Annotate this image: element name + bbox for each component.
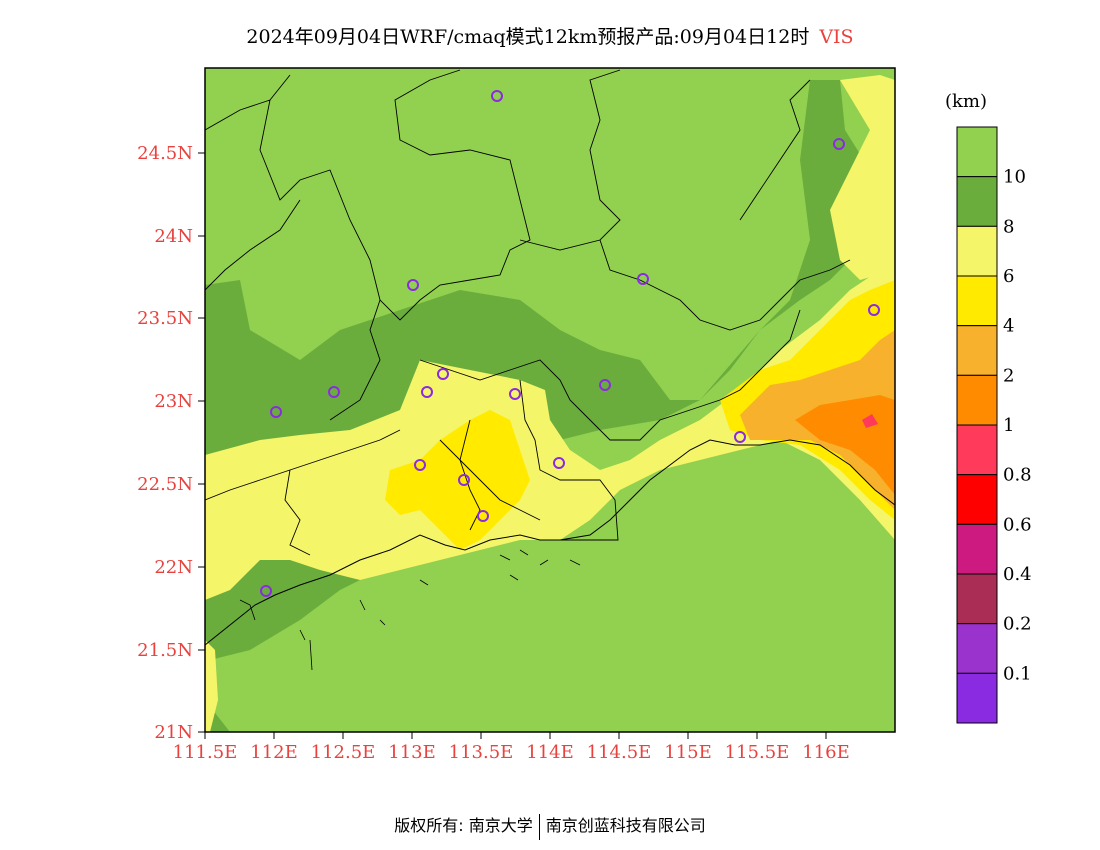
islands <box>239 549 581 671</box>
station-marker <box>491 90 503 102</box>
footer: 版权所有: 南京大学 南京创蓝科技有限公司 <box>0 812 1100 840</box>
lon-label: 112E <box>250 742 298 763</box>
lat-axis: 24.5N 24N 23.5N 23N 22.5N 22N 21.5N 21N <box>137 143 205 743</box>
chart-title: 2024年09月04日WRF/cmaq模式12km预报产品:09月04日12时 V… <box>0 22 1100 49</box>
boundaries <box>205 69 851 556</box>
legend-level-label: 4 <box>1003 316 1014 337</box>
lat-label: 21N <box>154 722 193 743</box>
legend-swatch <box>956 225 998 277</box>
legend-swatch <box>956 424 998 476</box>
contour-0.8-1 <box>862 414 878 428</box>
legend-level-label: 1 <box>1003 415 1014 436</box>
lat-label: 21.5N <box>137 640 193 661</box>
station-marker <box>553 457 565 469</box>
legend-level-label: 0.2 <box>1003 614 1032 635</box>
legend-swatch <box>956 623 998 674</box>
footer-divider <box>538 813 540 840</box>
station-marker <box>458 474 470 486</box>
legend-swatch <box>956 176 998 227</box>
footer-copyright: 版权所有: 南京大学 <box>394 816 533 835</box>
legend-swatch <box>956 474 998 525</box>
contour-6-8-east <box>830 75 895 280</box>
legend-level-labels: 10 8 6 4 2 1 0.8 0.6 0.4 0.2 0.1 <box>1003 167 1032 685</box>
station-marker <box>421 386 433 398</box>
lat-label: 22N <box>154 557 193 578</box>
station-marker <box>270 406 282 418</box>
station-marker <box>414 459 426 471</box>
legend-level-label: 0.4 <box>1003 564 1032 585</box>
contour-4-6-prd <box>385 410 530 550</box>
footer-company: 南京创蓝科技有限公司 <box>545 816 706 835</box>
station-marker <box>260 585 272 597</box>
station-marker <box>868 304 880 316</box>
lon-label: 115E <box>664 742 712 763</box>
station-marker <box>734 431 746 443</box>
station-marker <box>477 510 489 522</box>
color-legend: (km) 10 8 6 4 2 1 0.8 0.6 0.4 0.2 0.1 <box>945 91 1032 724</box>
contour-6-8 <box>205 265 895 600</box>
station-marker <box>437 368 449 380</box>
legend-swatch <box>956 374 998 426</box>
lon-axis: 111.5E 112E 112.5E 113E 113.5E 114E 114.… <box>173 732 850 763</box>
visibility-field <box>205 68 895 732</box>
variable-label: VIS <box>819 26 854 48</box>
legend-color-boxes <box>956 126 998 724</box>
lat-label: 23.5N <box>137 308 193 329</box>
station-marker <box>599 379 611 391</box>
lon-label: 113E <box>388 742 436 763</box>
lat-label: 22.5N <box>137 474 193 495</box>
lon-label: 114E <box>526 742 574 763</box>
station-marker <box>509 388 521 400</box>
lon-label: 111.5E <box>173 742 238 763</box>
lon-label: 113.5E <box>449 742 514 763</box>
lon-label: 115.5E <box>725 742 790 763</box>
legend-level-label: 0.6 <box>1003 514 1032 535</box>
station-markers <box>260 90 880 597</box>
legend-swatch <box>956 325 998 376</box>
legend-unit: (km) <box>945 91 987 112</box>
legend-swatch <box>956 573 998 625</box>
contour-8-10-west <box>205 285 420 460</box>
lat-label: 23N <box>154 391 193 412</box>
station-marker <box>407 279 419 291</box>
legend-level-label: 2 <box>1003 365 1014 386</box>
station-marker <box>833 138 845 150</box>
legend-swatch <box>956 523 998 575</box>
lat-label: 24N <box>154 226 193 247</box>
lon-label: 116E <box>802 742 850 763</box>
legend-level-label: 10 <box>1003 167 1026 188</box>
contour-6-8-south <box>205 640 218 732</box>
lat-label: 24.5N <box>137 143 193 164</box>
legend-swatch <box>956 126 998 178</box>
lon-label: 112.5E <box>311 742 376 763</box>
station-marker <box>637 273 649 285</box>
legend-level-label: 0.1 <box>1003 663 1032 684</box>
legend-level-label: 6 <box>1003 266 1014 287</box>
legend-level-label: 0.8 <box>1003 465 1032 486</box>
legend-swatch <box>956 672 998 724</box>
station-marker <box>328 386 340 398</box>
legend-swatch <box>956 275 998 327</box>
lon-label: 114.5E <box>587 742 652 763</box>
title-text: 2024年09月04日WRF/cmaq模式12km预报产品:09月04日12时 <box>246 26 810 48</box>
legend-level-label: 8 <box>1003 216 1014 237</box>
